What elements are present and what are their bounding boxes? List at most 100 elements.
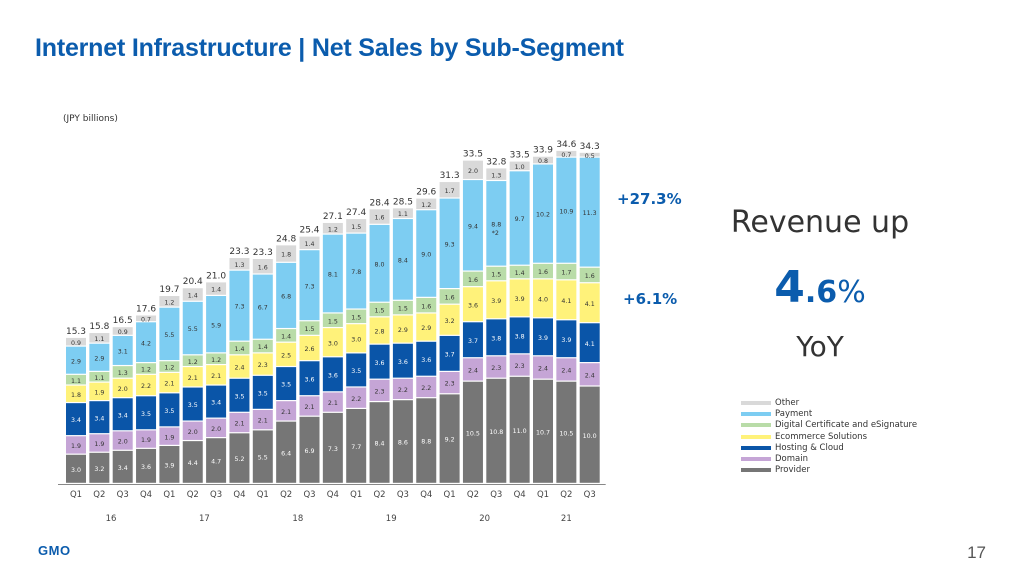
- bar-segment-domain: [346, 387, 367, 408]
- segment-label-payment: 9.3: [445, 241, 455, 248]
- legend-item: Provider: [741, 465, 917, 476]
- segment-label-other: 1.4: [188, 293, 198, 300]
- segment-label-domain: 1.9: [71, 443, 81, 450]
- segment-label-provider: 11.0: [513, 428, 527, 435]
- segment-label-hosting-cloud: 3.8: [491, 335, 501, 342]
- bar-segment-hosting-cloud: [299, 361, 320, 396]
- legend-swatch: [741, 411, 771, 416]
- segment-label-digital-certificate-and-esignature: 1.5: [375, 308, 385, 315]
- bar-segment-ecommerce-solutions: [556, 280, 577, 320]
- bar-segment-other: [322, 222, 343, 234]
- bar-segment-provider: [416, 398, 437, 483]
- total-label: 34.6: [556, 140, 576, 150]
- revenue-growth-dec: .6: [804, 275, 838, 310]
- segment-label-payment: 5.9: [211, 322, 221, 329]
- bar-segment-digital-certificate-and-esignature: [509, 265, 530, 279]
- segment-label-other: 1.6: [258, 264, 268, 271]
- segment-label-other: 1.2: [421, 202, 431, 209]
- bar-segment-provider: [556, 381, 577, 483]
- segment-label-hosting-cloud: 3.7: [445, 351, 455, 358]
- legend-label: Domain: [775, 454, 808, 465]
- segment-label-digital-certificate-and-esignature: 1.5: [328, 318, 338, 325]
- bar-segment-domain: [439, 371, 460, 394]
- segment-label-ecommerce-solutions: 2.3: [258, 362, 268, 369]
- bar-segment-domain: [252, 409, 273, 430]
- segment-label-ecommerce-solutions: 3.9: [515, 296, 525, 303]
- segment-label-other: 0.9: [71, 340, 81, 347]
- segment-label-domain: 2.1: [328, 400, 338, 407]
- bar-segment-provider: [136, 448, 157, 483]
- segment-label-domain: 2.1: [304, 404, 314, 411]
- segment-label-digital-certificate-and-esignature: 1.5: [398, 306, 408, 313]
- segment-label-other: 1.4: [211, 287, 221, 294]
- segment-label-hosting-cloud: 3.4: [94, 415, 104, 422]
- year-label: 18: [292, 514, 303, 524]
- year-label: 17: [199, 514, 210, 524]
- bar-segment-payment: [556, 157, 577, 263]
- bar-segment-hosting-cloud: [556, 320, 577, 358]
- bar-segment-digital-certificate-and-esignature: [369, 302, 390, 317]
- segment-label-payment: 10.9: [559, 208, 573, 215]
- segment-label-digital-certificate-and-esignature: 1.5: [304, 326, 314, 333]
- segment-label-domain: 2.2: [421, 385, 431, 392]
- bar-segment-provider: [533, 379, 553, 483]
- segment-label-domain: 2.2: [351, 396, 361, 403]
- bar-segment-provider: [299, 416, 320, 483]
- x-tick-label: Q1: [70, 490, 82, 500]
- total-label: 23.3: [253, 248, 273, 258]
- total-label: 20.4: [183, 277, 203, 287]
- bar-segment-other: [182, 288, 203, 301]
- bar-segment-payment: [392, 219, 413, 300]
- year-label: 21: [561, 514, 572, 524]
- segment-label-other: 1.2: [328, 226, 338, 233]
- bar-segment-provider: [509, 376, 530, 483]
- x-tick-label: Q1: [537, 490, 549, 500]
- bar-segment-other: [89, 333, 110, 343]
- segment-label-other: 1.8: [281, 252, 291, 259]
- bar-segment-ecommerce-solutions: [206, 365, 227, 385]
- segment-label-digital-certificate-and-esignature: 1.6: [445, 294, 455, 301]
- bar-segment-digital-certificate-and-esignature: [112, 366, 133, 378]
- revenue-growth-value: 4.6%: [720, 262, 920, 313]
- bar-segment-provider: [66, 454, 86, 483]
- bar-segment-ecommerce-solutions: [159, 372, 180, 393]
- bar-segment-digital-certificate-and-esignature: [322, 313, 343, 327]
- segment-label-payment: 5.5: [164, 332, 174, 339]
- bar-segment-digital-certificate-and-esignature: [276, 329, 297, 342]
- segment-label-provider: 6.4: [281, 450, 291, 457]
- bar-segment-hosting-cloud: [439, 335, 460, 371]
- total-label: 29.6: [416, 188, 436, 198]
- bar-segment-domain: [89, 434, 110, 452]
- ecommerce-growth-label: +6.1%: [623, 290, 678, 308]
- bar-segment-domain: [322, 392, 343, 412]
- bar-segment-provider: [112, 450, 133, 483]
- bar-segment-hosting-cloud: [136, 396, 157, 430]
- segment-label-digital-certificate-and-esignature: 1.3: [118, 370, 128, 377]
- bar-segment-payment: [299, 250, 320, 321]
- bar-segment-other: [439, 182, 460, 198]
- segment-label-ecommerce-solutions: 2.1: [211, 373, 221, 380]
- segment-label-digital-certificate-and-esignature: 1.6: [468, 277, 478, 284]
- bar-segment-ecommerce-solutions: [299, 335, 320, 361]
- bar-segment-payment: [533, 164, 553, 263]
- segment-label-provider: 10.8: [489, 429, 503, 436]
- legend-swatch: [741, 400, 771, 405]
- segment-label-ecommerce-solutions: 2.9: [398, 327, 408, 334]
- segment-label-domain: 2.4: [538, 366, 548, 373]
- year-label: 19: [386, 514, 397, 524]
- segment-label-other: 1.3: [491, 172, 501, 179]
- segment-label-ecommerce-solutions: 3.6: [468, 302, 478, 309]
- segment-label-other: 1.0: [515, 164, 525, 171]
- bar-segment-provider: [369, 402, 390, 483]
- bar-segment-domain: [112, 431, 133, 450]
- bar-segment-payment: [229, 270, 250, 341]
- segment-label-provider: 10.5: [559, 430, 573, 437]
- bar-segment-provider: [462, 381, 483, 483]
- x-tick-label: Q4: [420, 490, 432, 500]
- legend-item: Payment: [741, 408, 917, 419]
- segment-label-digital-certificate-and-esignature: 1.2: [141, 367, 151, 374]
- segment-label-ecommerce-solutions: 4.1: [585, 301, 595, 308]
- segment-label-provider: 3.0: [71, 467, 81, 474]
- bar-segment-ecommerce-solutions: [486, 281, 507, 319]
- bar-segment-hosting-cloud: [416, 341, 437, 376]
